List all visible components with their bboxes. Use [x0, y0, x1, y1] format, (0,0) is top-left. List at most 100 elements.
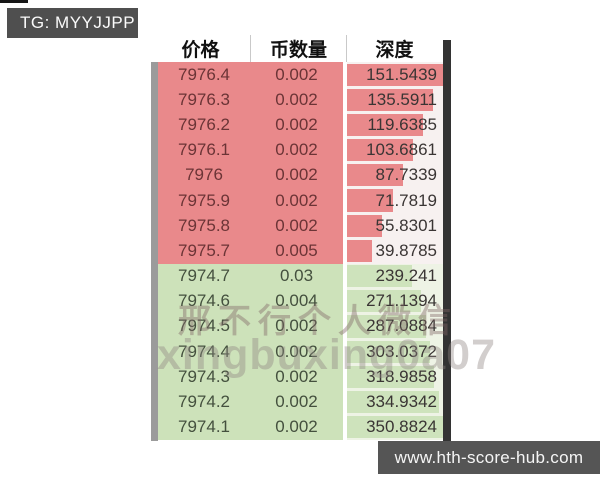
right-scrollbar-strip [443, 40, 451, 441]
table-row-ask: 7976.3 0.002 135.5911 [158, 87, 443, 113]
table-row-bid: 7974.3 0.002 318.9858 [158, 364, 443, 390]
depth-cell: 55.8301 [347, 213, 443, 239]
depth-cell: 119.6385 [347, 112, 443, 138]
price-cell: 7976.2 [158, 112, 250, 138]
amount-cell: 0.002 [250, 87, 343, 113]
price-cell: 7974.3 [158, 364, 250, 390]
depth-cell: 271.1394 [347, 288, 443, 314]
depth-bar [347, 390, 439, 414]
site-badge: www.hth-score-hub.com [378, 441, 600, 474]
depth-cell: 239.241 [347, 263, 443, 289]
amount-cell: 0.002 [250, 339, 343, 365]
price-cell: 7975.9 [158, 187, 250, 214]
depth-value: 271.1394 [366, 291, 437, 311]
depth-value: 55.8301 [375, 215, 437, 235]
tg-badge-label: TG: MYYJJPP [20, 13, 136, 32]
left-gray-strip [151, 62, 158, 441]
price-cell: 7976.3 [158, 87, 250, 113]
depth-cell: 303.0372 [347, 339, 443, 365]
depth-value: 119.6385 [367, 114, 437, 134]
table-row-bid: 7974.4 0.002 303.0372 [158, 339, 443, 365]
table-row-ask: 7976.1 0.002 103.6861 [158, 137, 443, 163]
depth-value: 303.0372 [366, 341, 437, 361]
amount-cell: 0.002 [250, 213, 343, 239]
amount-cell: 0.002 [250, 414, 343, 440]
depth-value: 87.7339 [375, 165, 437, 185]
amount-cell: 0.002 [250, 364, 343, 390]
price-cell: 7974.1 [158, 414, 250, 440]
depth-cell: 71.7819 [347, 187, 443, 214]
depth-value: 334.9342 [366, 392, 437, 412]
depth-value: 318.9858 [366, 366, 437, 386]
depth-bar [347, 139, 413, 162]
depth-bar [347, 416, 443, 439]
table-row-ask: 7975.8 0.002 55.8301 [158, 213, 443, 239]
depth-bar [347, 88, 433, 111]
orderbook-table: 价格 币数量 深度 7976.4 0.002 151.5439 7976.3 0.002… [151, 35, 451, 441]
depth-bar [347, 189, 393, 212]
amount-cell: 0.002 [250, 313, 343, 340]
depth-value: 135.5911 [367, 89, 437, 109]
depth-value: 39.8785 [375, 240, 437, 260]
table-row-ask: 7976.2 0.002 119.6385 [158, 112, 443, 138]
depth-bar [347, 365, 435, 388]
depth-bar [347, 315, 426, 338]
depth-cell: 151.5439 [347, 62, 443, 88]
depth-cell: 103.6861 [347, 137, 443, 163]
top-edge-artifact [0, 0, 28, 3]
price-cell: 7976.1 [158, 137, 250, 163]
depth-bar [347, 214, 383, 237]
table-row-ask: 7976 0.002 87.7339 [158, 162, 443, 188]
depth-bar [347, 113, 423, 137]
price-cell: 7975.8 [158, 213, 250, 239]
price-cell: 7974.5 [158, 313, 250, 340]
depth-cell: 334.9342 [347, 389, 443, 415]
column-header-depth: 深度 [346, 35, 442, 62]
table-row-ask: 7975.7 0.005 39.8785 [158, 238, 443, 264]
table-row-bid: 7974.1 0.002 350.8824 [158, 414, 443, 440]
depth-cell: 350.8824 [347, 414, 443, 440]
table-row-bid: 7974.6 0.004 271.1394 [158, 288, 443, 314]
price-cell: 7975.7 [158, 238, 250, 264]
amount-cell: 0.004 [250, 288, 343, 314]
price-cell: 7974.6 [158, 288, 250, 314]
table-row-bid: 7974.5 0.002 287.0884 [158, 313, 443, 340]
depth-bar [347, 239, 373, 262]
table-row-ask: 7975.9 0.002 71.7819 [158, 187, 443, 214]
table-row-bid: 7974.7 0.03 239.241 [158, 263, 443, 289]
depth-value: 350.8824 [366, 417, 437, 437]
depth-cell: 318.9858 [347, 364, 443, 390]
orderbook-header: 价格 币数量 深度 [151, 35, 451, 62]
column-header-price: 价格 [181, 40, 220, 61]
depth-bar [347, 290, 422, 313]
depth-bar [347, 265, 413, 288]
tg-badge: TG: MYYJJPP [7, 8, 138, 38]
depth-bar [347, 63, 443, 86]
amount-cell: 0.002 [250, 62, 343, 88]
price-cell: 7976.4 [158, 62, 250, 88]
amount-cell: 0.002 [250, 389, 343, 415]
price-cell: 7974.4 [158, 339, 250, 365]
depth-value: 71.7819 [375, 190, 437, 210]
depth-cell: 135.5911 [347, 87, 443, 113]
table-row-ask: 7976.4 0.002 151.5439 [158, 62, 443, 88]
amount-cell: 0.002 [250, 162, 343, 188]
depth-cell: 87.7339 [347, 162, 443, 188]
depth-bar [347, 340, 430, 363]
table-row-bid: 7974.2 0.002 334.9342 [158, 389, 443, 415]
orderbook-body: 7976.4 0.002 151.5439 7976.3 0.002 135.5911 79… [158, 62, 443, 440]
amount-cell: 0.002 [250, 112, 343, 138]
amount-cell: 0.03 [250, 263, 343, 289]
amount-cell: 0.002 [250, 137, 343, 163]
depth-cell: 39.8785 [347, 238, 443, 264]
price-cell: 7974.2 [158, 389, 250, 415]
site-badge-label: www.hth-score-hub.com [394, 447, 584, 467]
price-cell: 7976 [158, 162, 250, 188]
amount-cell: 0.005 [250, 238, 343, 264]
depth-value: 151.5439 [366, 64, 437, 84]
depth-value: 239.241 [375, 266, 437, 286]
depth-value: 287.0884 [366, 316, 437, 336]
price-cell: 7974.7 [158, 263, 250, 289]
depth-value: 103.6861 [366, 140, 437, 160]
